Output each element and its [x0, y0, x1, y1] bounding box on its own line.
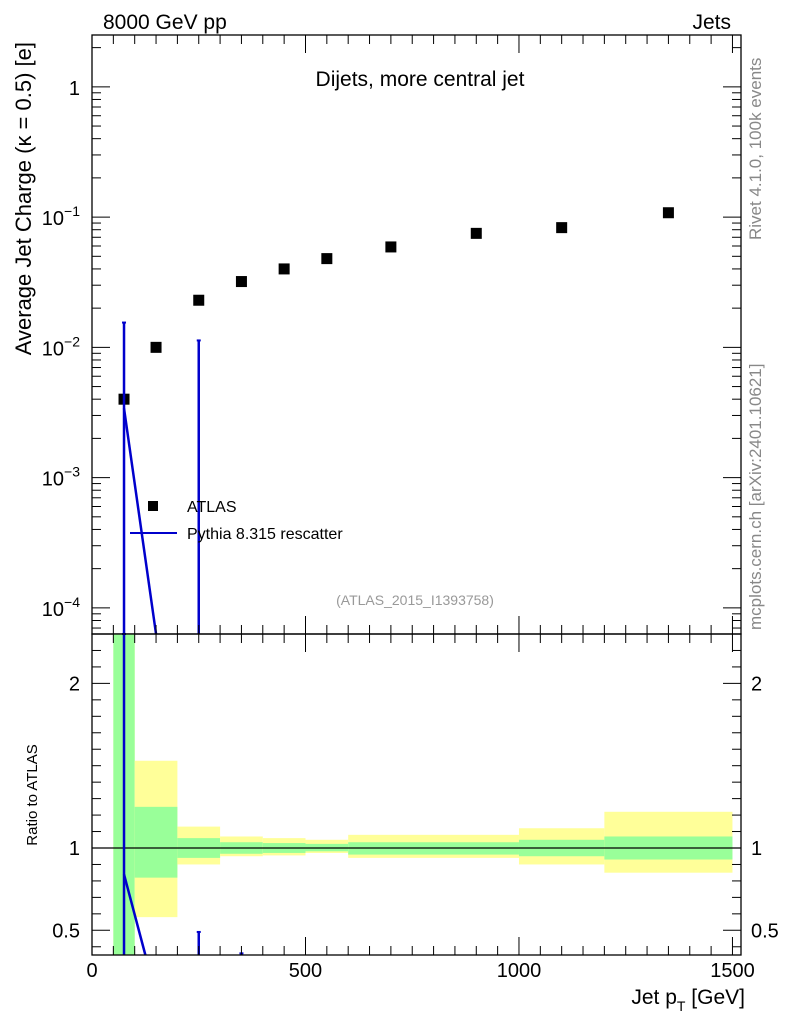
legend-atlas-label: ATLAS [187, 499, 237, 516]
main-plot-marks [118, 207, 674, 635]
atlas-data-point [470, 227, 482, 239]
ratio-y-tick-label: 1 [69, 838, 80, 860]
atlas-data-point [321, 253, 333, 265]
x-axis-label-unit: [GeV] [685, 986, 745, 1009]
ratio-y-tick-label: 0.5 [52, 920, 80, 942]
mcplots-label: mcplots.cern.ch [arXiv:2401.10621] [746, 364, 765, 630]
main-plot-panel: 110−110−210−310−4 Dijets, more central j… [11, 34, 742, 635]
ratio-band-stat [134, 806, 178, 878]
plot-title: Dijets, more central jet [316, 68, 525, 91]
main-y-tick-label: 10−3 [42, 464, 80, 491]
tick-base: 10 [42, 599, 64, 621]
ratio-y-tick-label-right: 1 [751, 838, 762, 860]
main-y-tick-label: 10−4 [42, 594, 80, 621]
main-y-axis-label: Average Jet Charge (κ = 0.5) [e] [11, 42, 36, 355]
tick-exponent: −4 [64, 594, 80, 610]
pythia-curve [122, 408, 158, 635]
ratio-y-tick-label-right: 0.5 [751, 920, 779, 942]
main-y-tick-label: 10−1 [42, 203, 80, 230]
x-axis-label-subscript: T [677, 998, 686, 1014]
tick-exponent: −3 [64, 464, 80, 480]
tick-exponent: −1 [64, 203, 80, 219]
header-category-label: Jets [692, 11, 731, 34]
atlas-data-point [278, 263, 290, 275]
rivet-version-label: Rivet 4.1.0, 100k events [746, 58, 765, 240]
main-plot-frame [91, 34, 742, 635]
atlas-data-point [193, 294, 205, 306]
tick-base: 1 [69, 78, 80, 100]
main-plot-ticks: 110−110−210−310−4 [42, 35, 741, 629]
tick-base: 10 [42, 208, 64, 230]
ratio-y-tick-label: 2 [69, 673, 80, 695]
analysis-watermark: (ATLAS_2015_I1393758) [336, 592, 494, 608]
atlas-data-point [662, 207, 674, 219]
x-tick-label: 1500 [710, 960, 755, 982]
ratio-y-axis-label: Ratio to ATLAS [24, 744, 41, 845]
header-energy-label: 8000 GeV pp [103, 11, 227, 34]
atlas-data-point [150, 341, 162, 353]
ratio-plot-panel: 0 500 1000 1500 0.5 0.5 1 1 2 2 Ratio to ATLAS Je… [24, 616, 779, 1014]
ratio-y-tick-label-right: 2 [751, 673, 762, 695]
ratio-plot-marks [92, 633, 741, 956]
atlas-data-point [556, 222, 568, 234]
ratio-plot-ticks: 0 500 1000 1500 0.5 0.5 1 1 2 2 [52, 616, 779, 982]
x-tick-label: 500 [289, 960, 322, 982]
main-y-tick-label: 1 [69, 78, 80, 100]
legend-pythia-label: Pythia 8.315 rescatter [187, 526, 343, 543]
x-tick-label: 0 [86, 960, 97, 982]
tick-base: 10 [42, 469, 64, 491]
tick-base: 10 [42, 338, 64, 360]
main-y-tick-label: 10−2 [42, 333, 80, 360]
ratio-pythia-curve [122, 874, 147, 956]
x-axis-label: Jet pT [GeV] [631, 986, 745, 1014]
atlas-data-point [235, 276, 247, 288]
ratio-plot-frame [91, 633, 742, 956]
x-axis-label-main: Jet p [631, 986, 677, 1009]
legend: ATLAS Pythia 8.315 rescatter [130, 499, 343, 543]
x-tick-label: 1000 [497, 960, 542, 982]
tick-exponent: −2 [64, 333, 80, 349]
ratio-uncertainty-bands [113, 634, 733, 955]
legend-atlas-marker [148, 501, 158, 511]
atlas-data-point [385, 241, 397, 253]
